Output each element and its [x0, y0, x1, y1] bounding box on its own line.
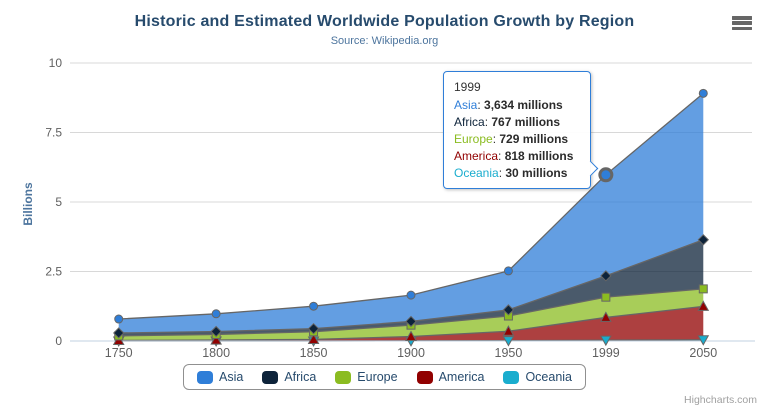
legend-container: Asia Africa Europe America Oceania — [0, 364, 769, 390]
legend-label: Asia — [219, 370, 244, 384]
legend-swatch-oceania — [503, 370, 520, 384]
tooltip-row-oceania: Oceania: 30 millions — [454, 166, 568, 180]
marker-america-1900[interactable] — [405, 330, 417, 341]
marker-asia-1750[interactable] — [114, 314, 124, 324]
legend-item-asia[interactable]: Asia — [197, 370, 243, 384]
marker-europe-2050[interactable] — [698, 284, 708, 294]
tooltip-row-asia: Asia: 3,634 millions — [454, 98, 563, 112]
marker-africa-2050[interactable] — [697, 234, 709, 246]
chart-subtitle: Source: Wikipedia.org — [330, 35, 439, 47]
marker-africa-1750[interactable] — [113, 327, 125, 339]
marker-asia-1999[interactable] — [598, 167, 614, 183]
legend-item-africa[interactable]: Africa — [262, 370, 316, 384]
x-axis-label: 1750 — [105, 346, 133, 360]
legend-label: America — [438, 370, 485, 384]
y-axis-label: 5 — [55, 195, 62, 209]
marker-asia-1850[interactable] — [309, 301, 319, 311]
legend-swatch-asia — [197, 370, 213, 384]
credits-link[interactable]: Highcharts.com — [684, 394, 757, 406]
marker-asia-2050[interactable] — [698, 88, 708, 98]
marker-africa-1800[interactable] — [210, 325, 222, 338]
marker-america-1999[interactable] — [600, 311, 612, 322]
hamburger-icon — [732, 16, 753, 31]
marker-america-1800[interactable] — [210, 334, 222, 345]
legend-swatch-africa — [262, 370, 279, 384]
area-america — [118, 306, 704, 341]
legend-label: Europe — [357, 370, 398, 384]
legend-item-oceania[interactable]: Oceania — [503, 370, 572, 384]
marker-oceania-1950[interactable] — [502, 336, 515, 347]
tooltip: 1999 Asia: 3,634 millions Africa: 767 mil… — [443, 71, 599, 189]
legend-label: Oceania — [525, 370, 572, 384]
legend-item-europe[interactable]: Europe — [335, 370, 398, 384]
marker-africa-1900[interactable] — [405, 315, 417, 328]
marker-asia-1950[interactable] — [503, 266, 513, 276]
tooltip-row-america: America: 818 millions — [454, 149, 574, 163]
chart-title: Historic and Estimated Worldwide Populat… — [134, 13, 635, 30]
y-axis-label: 10 — [49, 56, 63, 70]
marker-america-1950[interactable] — [502, 325, 515, 336]
tooltip-rows: Asia: 3,634 millions Africa: 767 millions… — [454, 97, 580, 182]
area-africa — [118, 239, 704, 336]
tooltip-row-europe: Europe: 729 millions — [454, 132, 569, 146]
marker-oceania-2050[interactable] — [697, 335, 710, 346]
y-axis-label: 0 — [55, 334, 62, 348]
marker-europe-1999[interactable] — [601, 292, 611, 302]
marker-asia-1900[interactable] — [406, 290, 416, 300]
marker-africa-1950[interactable] — [502, 304, 515, 316]
tooltip-row-africa: Africa: 767 millions — [454, 115, 561, 129]
x-axis-label: 2050 — [689, 346, 717, 360]
x-axis-label: 1999 — [592, 346, 620, 360]
x-axis-label: 1900 — [397, 346, 425, 360]
tooltip-header: 1999 — [454, 80, 481, 94]
marker-africa-1850[interactable] — [307, 322, 320, 335]
y-axis-label: 7.5 — [45, 126, 62, 140]
legend-swatch-america — [416, 370, 433, 384]
marker-africa-1999[interactable] — [600, 270, 612, 282]
legend-swatch-europe — [335, 370, 352, 384]
area-asia — [118, 93, 704, 333]
x-axis-label: 1950 — [495, 346, 523, 360]
marker-asia-1800[interactable] — [211, 309, 221, 319]
legend-item-america[interactable]: America — [416, 370, 485, 384]
marker-oceania-1999[interactable] — [600, 335, 612, 347]
legend-label: Africa — [284, 370, 317, 384]
y-axis-label: 2.5 — [45, 265, 62, 279]
marker-america-2050[interactable] — [697, 300, 710, 311]
x-axis-label: 1850 — [300, 346, 328, 360]
context-menu-button[interactable] — [731, 15, 754, 33]
legend: Asia Africa Europe America Oceania — [183, 364, 586, 390]
marker-america-1850[interactable] — [307, 333, 320, 344]
x-axis-label: 1800 — [202, 346, 230, 360]
